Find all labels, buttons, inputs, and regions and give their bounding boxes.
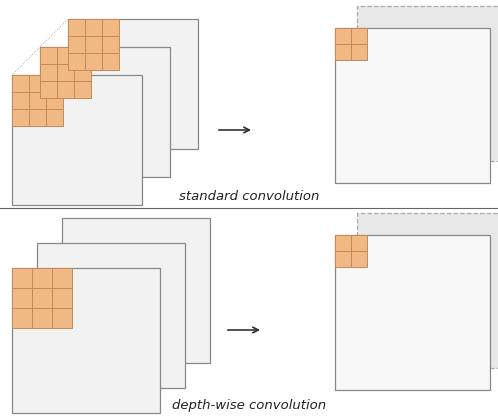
- Bar: [74, 47, 91, 64]
- Bar: [68, 19, 198, 149]
- Bar: [12, 92, 29, 109]
- Bar: [40, 81, 57, 98]
- Bar: [46, 109, 63, 126]
- Bar: [32, 308, 52, 328]
- Bar: [52, 268, 72, 288]
- Bar: [68, 19, 85, 36]
- Bar: [102, 19, 119, 36]
- Bar: [32, 268, 52, 288]
- Bar: [351, 44, 367, 60]
- Text: depth-wise convolution: depth-wise convolution: [172, 399, 326, 413]
- Bar: [335, 44, 351, 60]
- Bar: [40, 64, 57, 81]
- Bar: [57, 47, 74, 64]
- Bar: [40, 47, 170, 177]
- Bar: [335, 28, 351, 44]
- Bar: [40, 47, 57, 64]
- Bar: [62, 218, 210, 363]
- Bar: [68, 53, 85, 70]
- Bar: [32, 288, 52, 308]
- Bar: [12, 288, 32, 308]
- Bar: [335, 28, 490, 183]
- Bar: [46, 92, 63, 109]
- Bar: [57, 81, 74, 98]
- Bar: [57, 64, 74, 81]
- Bar: [102, 36, 119, 53]
- Bar: [351, 251, 367, 267]
- Bar: [85, 53, 102, 70]
- Bar: [335, 235, 351, 251]
- Bar: [12, 109, 29, 126]
- Bar: [12, 268, 160, 413]
- Bar: [102, 53, 119, 70]
- Bar: [357, 213, 498, 368]
- Bar: [68, 36, 85, 53]
- Bar: [29, 92, 46, 109]
- Bar: [12, 308, 32, 328]
- Bar: [351, 28, 367, 44]
- Bar: [52, 288, 72, 308]
- Bar: [12, 75, 142, 205]
- Bar: [37, 243, 185, 388]
- Bar: [12, 268, 32, 288]
- Bar: [74, 81, 91, 98]
- Bar: [85, 36, 102, 53]
- Bar: [85, 19, 102, 36]
- Text: standard convolution: standard convolution: [179, 190, 319, 203]
- Bar: [335, 235, 490, 390]
- Bar: [74, 64, 91, 81]
- Bar: [29, 109, 46, 126]
- Bar: [46, 75, 63, 92]
- Bar: [351, 235, 367, 251]
- Bar: [52, 308, 72, 328]
- Bar: [335, 251, 351, 267]
- Bar: [29, 75, 46, 92]
- Bar: [357, 6, 498, 161]
- Bar: [12, 75, 29, 92]
